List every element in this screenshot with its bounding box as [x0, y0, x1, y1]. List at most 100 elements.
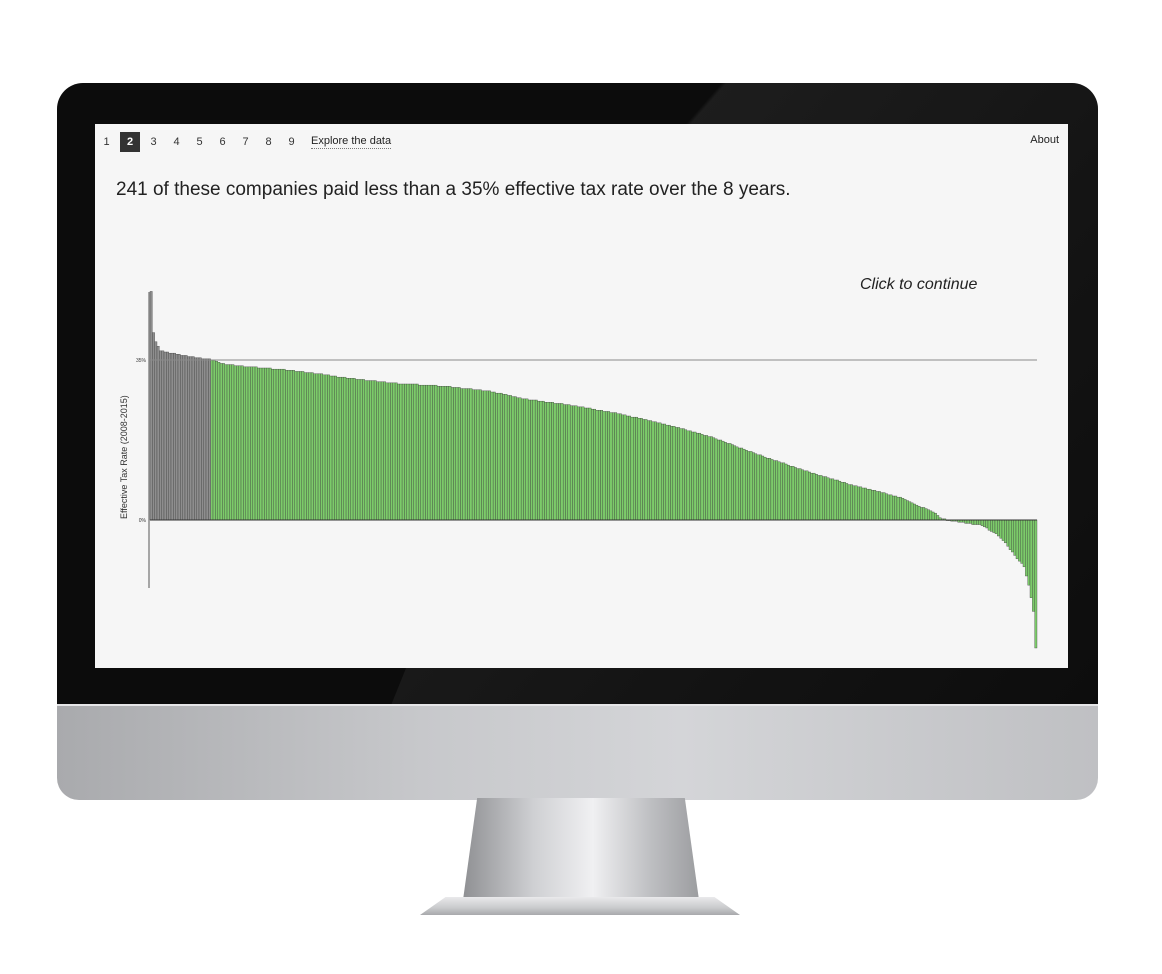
bar[interactable]: [441, 386, 445, 521]
bar[interactable]: [990, 519, 993, 532]
bar[interactable]: [602, 411, 606, 521]
bar[interactable]: [1022, 519, 1026, 568]
bar[interactable]: [971, 519, 975, 525]
bar[interactable]: [836, 479, 839, 521]
bar[interactable]: [189, 356, 193, 521]
bar[interactable]: [373, 380, 377, 521]
bar[interactable]: [934, 512, 937, 521]
bar[interactable]: [889, 494, 893, 521]
bar[interactable]: [525, 398, 529, 521]
bar[interactable]: [696, 432, 699, 521]
bar[interactable]: [735, 446, 739, 521]
bar[interactable]: [450, 387, 454, 521]
bar[interactable]: [616, 413, 620, 521]
bar[interactable]: [516, 397, 519, 521]
bar[interactable]: [992, 519, 996, 533]
bar[interactable]: [161, 350, 165, 521]
bar[interactable]: [196, 357, 200, 521]
bar[interactable]: [644, 419, 648, 521]
bar[interactable]: [637, 418, 641, 521]
bar[interactable]: [614, 412, 618, 521]
bar[interactable]: [1008, 519, 1012, 550]
bar[interactable]: [303, 372, 307, 521]
bar[interactable]: [1015, 519, 1019, 560]
bar[interactable]: [572, 405, 575, 521]
bar[interactable]: [873, 490, 877, 521]
bar[interactable]: [822, 476, 825, 521]
bar[interactable]: [810, 472, 814, 521]
bar[interactable]: [455, 387, 459, 521]
bar[interactable]: [766, 458, 769, 521]
bar[interactable]: [315, 373, 319, 521]
bar[interactable]: [537, 400, 540, 521]
bar[interactable]: [761, 455, 765, 521]
bar[interactable]: [871, 490, 874, 521]
bar[interactable]: [583, 407, 587, 521]
bar[interactable]: [527, 399, 531, 521]
bar[interactable]: [875, 491, 879, 521]
bar[interactable]: [726, 443, 730, 521]
bar[interactable]: [808, 471, 811, 521]
bar[interactable]: [754, 453, 758, 521]
bar[interactable]: [782, 462, 786, 521]
bar[interactable]: [705, 435, 709, 521]
bar[interactable]: [803, 470, 807, 521]
bar[interactable]: [387, 382, 391, 521]
bar[interactable]: [621, 414, 625, 521]
bar[interactable]: [686, 430, 690, 521]
bar[interactable]: [275, 368, 279, 521]
bar[interactable]: [434, 384, 438, 521]
bar[interactable]: [976, 519, 979, 525]
bar[interactable]: [805, 470, 809, 521]
bar[interactable]: [385, 382, 389, 521]
bar[interactable]: [642, 419, 646, 521]
bar[interactable]: [651, 421, 655, 521]
bar[interactable]: [555, 403, 559, 521]
bar[interactable]: [376, 381, 379, 521]
bar[interactable]: [345, 378, 349, 521]
bar[interactable]: [467, 388, 470, 521]
bar[interactable]: [266, 367, 270, 521]
bar[interactable]: [831, 478, 835, 521]
bar[interactable]: [471, 389, 475, 521]
bar[interactable]: [569, 405, 573, 521]
bar[interactable]: [413, 383, 417, 521]
bar[interactable]: [464, 388, 468, 521]
bar[interactable]: [383, 381, 386, 521]
bar[interactable]: [1025, 519, 1028, 577]
bar[interactable]: [299, 371, 302, 521]
bar[interactable]: [182, 355, 186, 521]
bar[interactable]: [920, 507, 923, 521]
nav-page-3[interactable]: 3: [150, 136, 157, 148]
bar[interactable]: [392, 382, 396, 521]
bar[interactable]: [350, 378, 354, 521]
bar[interactable]: [815, 474, 818, 521]
bar[interactable]: [679, 428, 683, 521]
bar[interactable]: [724, 442, 727, 521]
bar[interactable]: [819, 475, 823, 521]
bar[interactable]: [380, 381, 384, 521]
bar[interactable]: [826, 477, 830, 521]
bar[interactable]: [156, 346, 160, 521]
bar[interactable]: [903, 499, 907, 521]
bar[interactable]: [892, 495, 895, 521]
bar[interactable]: [273, 368, 277, 521]
bar[interactable]: [233, 365, 237, 521]
bar[interactable]: [915, 504, 919, 521]
bar[interactable]: [787, 464, 790, 521]
bar[interactable]: [574, 405, 578, 521]
bar[interactable]: [224, 364, 228, 521]
bar[interactable]: [168, 352, 172, 521]
bar[interactable]: [901, 498, 905, 521]
bar[interactable]: [268, 367, 272, 521]
bar[interactable]: [703, 435, 706, 521]
bar[interactable]: [994, 519, 998, 534]
bar[interactable]: [1006, 519, 1010, 547]
bar[interactable]: [511, 396, 515, 521]
bar[interactable]: [308, 372, 312, 521]
bar[interactable]: [238, 365, 242, 521]
bar[interactable]: [654, 421, 657, 521]
bar[interactable]: [217, 362, 221, 521]
bar[interactable]: [633, 416, 636, 521]
bar[interactable]: [588, 407, 592, 521]
